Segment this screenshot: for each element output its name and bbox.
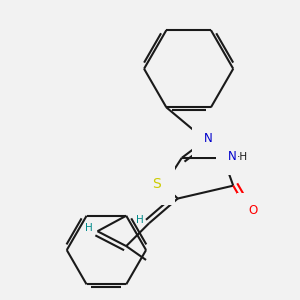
Text: N: N (203, 132, 212, 145)
Text: N: N (228, 150, 237, 163)
Text: ·H: ·H (236, 152, 247, 162)
Text: H: H (136, 215, 144, 225)
Text: O: O (248, 204, 258, 218)
Text: H: H (85, 223, 92, 233)
Text: S: S (152, 177, 161, 191)
